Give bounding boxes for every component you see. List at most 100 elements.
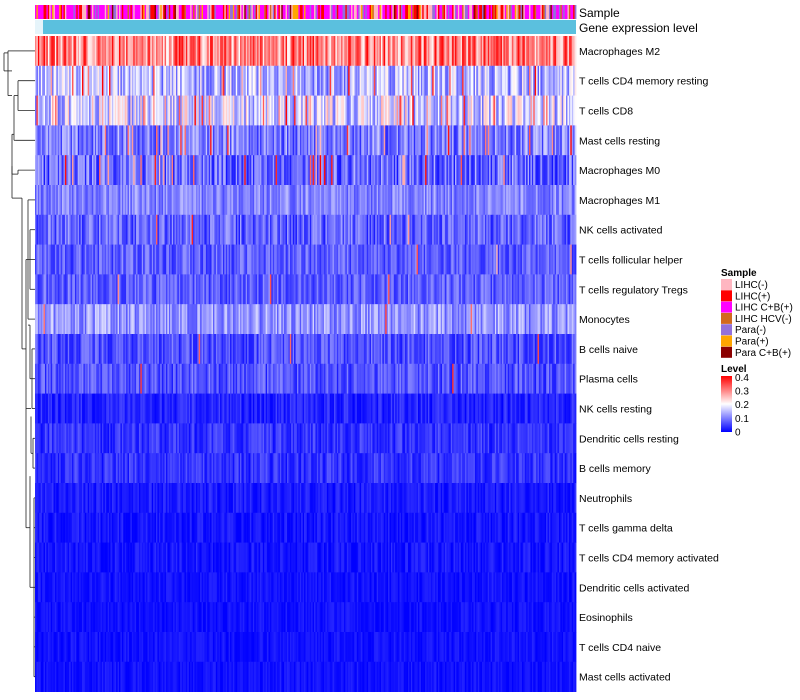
heatmap-cell xyxy=(338,185,341,216)
heatmap-cell xyxy=(530,125,533,156)
heatmap-cell xyxy=(368,95,370,126)
heatmap-cell xyxy=(312,36,315,67)
heatmap-cell xyxy=(171,214,174,245)
heatmap-cell xyxy=(453,274,456,305)
heatmap-cell xyxy=(247,36,249,67)
sample-annotation-cell xyxy=(177,5,180,19)
heatmap-cell xyxy=(91,363,94,394)
heatmap-cell xyxy=(106,274,108,305)
heatmap-cell xyxy=(520,155,523,186)
heatmap-cell xyxy=(328,36,331,67)
heatmap-cell xyxy=(439,274,442,305)
sample-annotation-cell xyxy=(513,5,516,19)
heatmap-cell xyxy=(509,334,511,365)
heatmap-cell xyxy=(570,274,573,305)
heatmap-cell xyxy=(267,304,269,335)
heatmap-cell xyxy=(516,244,519,275)
heatmap-cell xyxy=(379,363,382,394)
heatmap-cell xyxy=(109,334,111,365)
heatmap-cell xyxy=(214,125,217,156)
heatmap-cell xyxy=(37,363,40,394)
heatmap-cell xyxy=(133,155,136,186)
heatmap-cell xyxy=(476,334,479,365)
heatmap-cell xyxy=(490,185,493,216)
heatmap-cell xyxy=(185,244,188,275)
heatmap-cell xyxy=(163,304,165,335)
heatmap-cell xyxy=(312,334,315,365)
heatmap-cell xyxy=(144,304,147,335)
heatmap-cell xyxy=(295,65,298,96)
heatmap-cell xyxy=(328,155,331,186)
heatmap-cell xyxy=(289,244,292,275)
heatmap-cell xyxy=(80,334,83,365)
heatmap-cell xyxy=(80,65,83,96)
heatmap-cell xyxy=(116,155,118,186)
heatmap-cell xyxy=(156,125,158,156)
heatmap-cell xyxy=(187,274,190,305)
heatmap-cell xyxy=(134,95,137,126)
heatmap-cell xyxy=(447,214,450,245)
heatmap-cell xyxy=(548,274,551,305)
heatmap-cell xyxy=(47,36,50,67)
heatmap-cell xyxy=(289,304,292,335)
heatmap-cell xyxy=(538,244,541,275)
heatmap-cell xyxy=(492,214,494,245)
heatmap-cell xyxy=(517,304,520,335)
heatmap-cell xyxy=(544,334,547,365)
heatmap-cell xyxy=(348,65,351,96)
heatmap-cell xyxy=(130,214,133,245)
heatmap-cell xyxy=(248,334,251,365)
heatmap-cell xyxy=(90,95,93,126)
heatmap-cell xyxy=(318,363,321,394)
heatmap-cell xyxy=(551,334,554,365)
heatmap-cell xyxy=(56,304,59,335)
sample-annotation-cell xyxy=(351,5,353,19)
sample-annotation-cell xyxy=(121,5,124,19)
heatmap-cell xyxy=(516,274,519,305)
heatmap-cell xyxy=(35,125,37,156)
heatmap-cell xyxy=(245,304,248,335)
heatmap-cell xyxy=(447,65,450,96)
heatmap-cell xyxy=(309,155,312,186)
heatmap-cell xyxy=(43,36,46,67)
heatmap-cell xyxy=(352,274,355,305)
sample-annotation-cell xyxy=(420,5,423,19)
heatmap-cell xyxy=(432,274,435,305)
heatmap-cell xyxy=(274,36,276,67)
heatmap-cell xyxy=(87,214,90,245)
heatmap-cell xyxy=(564,125,567,156)
heatmap-cell xyxy=(298,65,301,96)
heatmap-cell xyxy=(511,363,514,394)
heatmap-cell xyxy=(375,185,378,216)
heatmap-cell xyxy=(262,244,265,275)
heatmap-cell xyxy=(185,185,188,216)
heatmap-cell xyxy=(352,304,355,335)
sample-annotation-cell xyxy=(195,5,198,19)
heatmap-cell xyxy=(331,244,333,275)
heatmap-cell xyxy=(72,36,74,67)
heatmap-cell xyxy=(235,244,238,275)
heatmap-cell xyxy=(96,65,99,96)
heatmap-cell xyxy=(137,125,140,156)
heatmap-cell xyxy=(446,125,449,156)
heatmap-cell xyxy=(398,155,400,186)
heatmap-cell xyxy=(470,95,473,126)
heatmap-cell xyxy=(521,185,524,216)
heatmap-cell xyxy=(554,304,557,335)
heatmap-cell xyxy=(393,274,396,305)
heatmap-cell xyxy=(476,125,479,156)
heatmap-cell xyxy=(335,185,338,216)
heatmap-cell xyxy=(423,125,426,156)
sample-annotation-cell xyxy=(247,5,249,19)
heatmap-cell xyxy=(519,304,521,335)
heatmap-cell xyxy=(318,125,321,156)
heatmap-cell xyxy=(380,65,383,96)
sample-annotation-cell xyxy=(240,5,242,19)
heatmap-cell xyxy=(240,244,242,275)
heatmap-cell xyxy=(141,244,144,275)
heatmap-cell xyxy=(551,95,554,126)
heatmap-cell xyxy=(389,274,392,305)
heatmap-cell xyxy=(160,65,163,96)
heatmap-cell xyxy=(534,36,537,67)
sample-annotation-cell xyxy=(499,5,501,19)
